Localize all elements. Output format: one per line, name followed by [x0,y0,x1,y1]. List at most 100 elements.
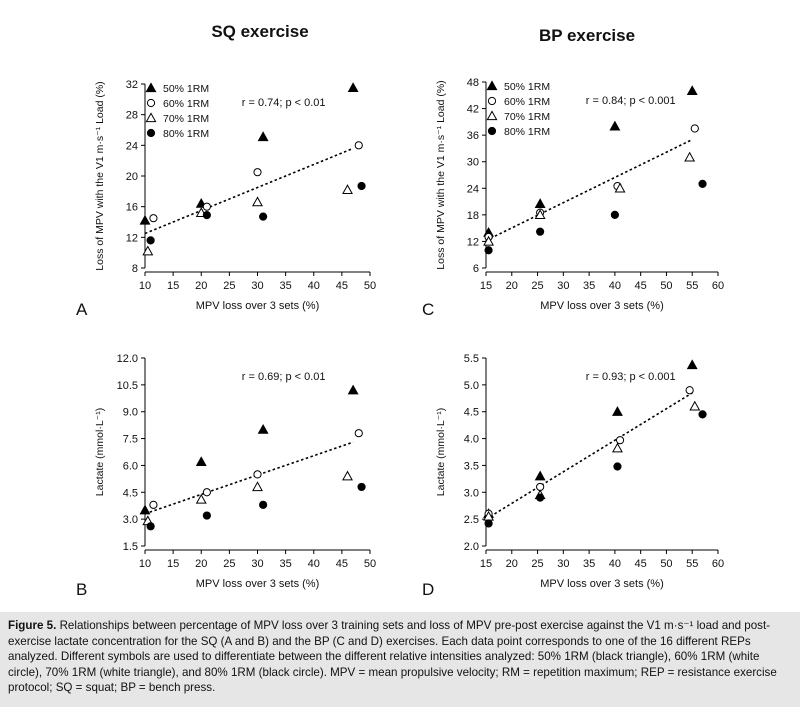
point-70-1rm [684,151,696,162]
correlation-annotation: r = 0.84; p < 0.001 [586,95,676,107]
point-50-1rm [195,456,207,467]
point-70-1rm [612,442,623,453]
legend-label-70-1rm: 70% 1RM [504,111,550,123]
y-tick-label: 18 [467,210,479,222]
panel-d: 2.0 2.5 3.0 3.5 4.0 4.5 5.0 5.5 15 20 25 30 35 40 45 50… [435,353,724,590]
x-tick-label: 45 [336,558,348,570]
point-50-1rm [257,131,269,142]
x-tick-label: 50 [660,280,672,292]
y-tick-label: 20 [126,171,138,183]
legend-marker-60-1rm [487,96,497,106]
x-tick-label: 35 [583,280,595,292]
y-tick-label: 32 [126,79,138,91]
point-70-1rm [614,182,626,193]
x-tick-label: 25 [223,558,235,570]
point-80-1rm [357,181,366,191]
x-tick-label: 35 [583,558,595,570]
caption-label: Figure 5. [8,619,57,632]
point-60-1rm [202,488,211,497]
y-tick-label: 7.5 [123,434,138,446]
point-80-1rm [484,519,493,528]
point-80-1rm [613,462,622,471]
caption-text: Relationships between percentage of MPV … [8,619,777,695]
x-axis-title: MPV loss over 3 sets (%) [540,578,663,590]
y-tick-label: 5.5 [464,353,479,365]
y-tick-label: 4.5 [464,407,479,419]
point-50-1rm [609,120,621,131]
x-tick-label: 25 [223,280,235,292]
x-tick-label: 10 [139,558,151,570]
y-tick-label: 1.5 [123,541,138,553]
point-70-1rm [195,493,207,504]
legend-label-60-1rm: 60% 1RM [163,98,209,110]
legend-label-50-1rm: 50% 1RM [504,81,550,93]
trend-line [144,441,354,515]
y-tick-label: 4.5 [123,487,138,499]
y-tick-label: 3.5 [464,460,479,472]
point-50-1rm [686,85,698,96]
y-tick-label: 12 [467,236,479,248]
point-80-1rm [146,236,155,245]
y-tick-label: 6 [473,263,479,275]
x-tick-label: 60 [712,280,724,292]
point-80-1rm [698,179,707,188]
legend-label-60-1rm: 60% 1RM [504,96,550,108]
point-50-1rm [347,384,359,395]
y-tick-label: 42 [467,104,479,116]
y-tick-label: 36 [467,130,479,142]
y-axis-title: Loss of MPV with the V1 m·s⁻¹ Load (%) [94,81,106,270]
point-60-1rm [149,214,158,223]
x-tick-label: 35 [280,280,292,292]
x-tick-label: 15 [167,558,179,570]
point-80-1rm [146,522,155,531]
point-50-1rm [612,406,623,416]
x-tick-label: 50 [364,280,376,292]
point-70-1rm [142,245,154,256]
point-80-1rm [357,482,366,492]
x-tick-label: 20 [506,558,518,570]
x-tick-label: 40 [308,558,320,570]
y-tick-label: 2.0 [464,541,479,553]
trend-line [144,147,354,235]
y-tick-label: 3.0 [464,487,479,499]
x-tick-label: 50 [364,558,376,570]
y-tick-label: 48 [467,77,479,89]
y-tick-label: 10.5 [117,380,138,392]
point-60-1rm [354,429,363,438]
y-tick-label: 30 [467,157,479,169]
x-tick-label: 30 [251,558,263,570]
y-tick-label: 2.5 [464,514,479,526]
x-tick-label: 40 [609,280,621,292]
correlation-annotation: r = 0.69; p < 0.01 [242,371,326,383]
x-tick-label: 40 [308,280,320,292]
point-70-1rm [483,235,495,246]
x-tick-label: 55 [686,280,698,292]
point-50-1rm [139,504,151,515]
x-axis-title: MPV loss over 3 sets (%) [196,300,319,312]
point-80-1rm [484,246,493,255]
panel-letter-d: D [422,580,435,599]
point-70-1rm [342,184,353,194]
point-60-1rm [149,500,158,509]
legend-label-50-1rm: 50% 1RM [163,83,209,95]
figure-panel: SQ exercise BP exercise 8 12 16 20 24 28 32 10 1… [0,0,800,612]
panel-letter-c: C [422,300,435,319]
figure-caption: Figure 5. Relationships between percenta… [8,618,792,696]
point-50-1rm [347,82,359,93]
legend-marker-70-1rm [486,110,498,121]
x-tick-label: 25 [531,558,543,570]
point-50-1rm [257,423,269,434]
x-tick-label: 15 [167,280,179,292]
point-80-1rm [202,211,211,220]
x-tick-label: 10 [139,280,151,292]
sq-exercise-title: SQ exercise [211,22,309,41]
point-80-1rm [259,500,268,509]
y-axis-title: Loss of MPV with the V1 m·s⁻¹ Load (%) [435,80,447,269]
panel-letter-a: A [76,300,88,319]
y-tick-label: 12.0 [117,353,138,365]
x-tick-label: 20 [506,280,518,292]
x-tick-label: 30 [251,280,263,292]
point-50-1rm [534,470,546,481]
point-60-1rm [253,470,262,479]
y-axis-title: Lactate (mmol·L⁻¹) [94,408,106,496]
